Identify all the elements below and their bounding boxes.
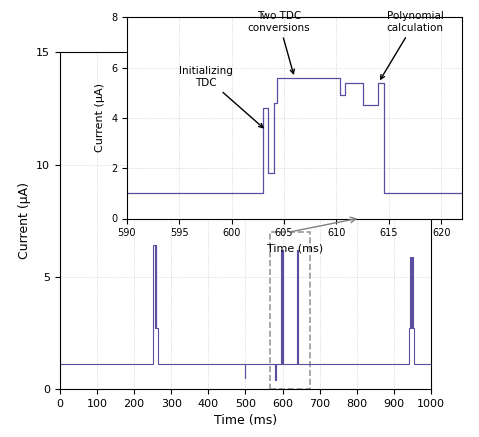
X-axis label: Time (ms): Time (ms) (214, 414, 277, 427)
X-axis label: Time (ms): Time (ms) (266, 244, 323, 254)
Text: Polynomial
calculation: Polynomial calculation (381, 11, 444, 79)
Text: Initializing
TDC: Initializing TDC (179, 66, 263, 128)
Bar (270, 232, 310, 389)
Text: Two TDC
conversions: Two TDC conversions (248, 11, 310, 73)
Y-axis label: Current (μA): Current (μA) (18, 182, 31, 259)
Y-axis label: Current (μA): Current (μA) (95, 83, 105, 153)
